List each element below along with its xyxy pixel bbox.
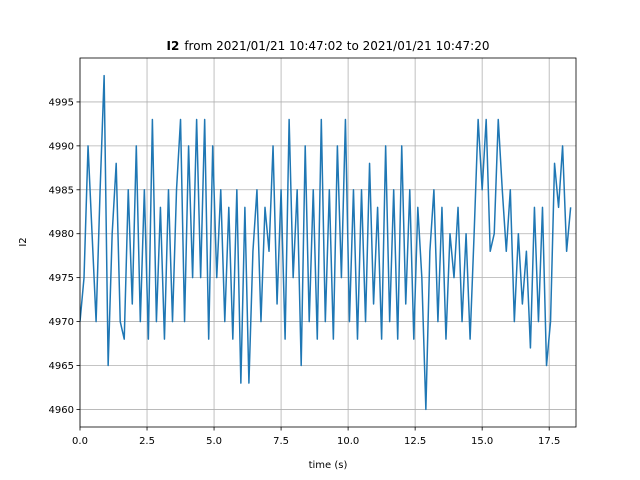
y-tick-label: 4995 [49, 97, 74, 108]
y-tick-label: 4965 [49, 361, 74, 372]
x-tick-label: 7.5 [273, 436, 289, 447]
y-tick-label: 4960 [49, 405, 74, 416]
y-tick-label: 4985 [49, 185, 74, 196]
x-tick-label: 17.5 [538, 436, 560, 447]
title-bold: I2 [167, 39, 180, 53]
y-tick-label: 4990 [49, 141, 74, 152]
x-tick-label: 10.0 [337, 436, 359, 447]
y-axis-label: I2 [18, 237, 29, 246]
x-tick-label: 0.0 [72, 436, 88, 447]
title-text: from 2021/01/21 10:47:02 to 2021/01/21 1… [184, 39, 489, 53]
x-tick-label: 2.5 [139, 436, 155, 447]
y-tick-label: 4970 [49, 317, 74, 328]
plot-frame [79, 57, 577, 428]
y-tick-label: 4975 [49, 273, 74, 284]
y-tick-label: 4980 [49, 229, 74, 240]
x-axis-label: time (s) [309, 460, 348, 471]
chart-title: I2 from 2021/01/21 10:47:02 to 2021/01/21… [167, 39, 490, 53]
x-tick-label: 15.0 [471, 436, 493, 447]
x-tick-label: 12.5 [404, 436, 426, 447]
data-line [80, 74, 572, 411]
x-tick-label: 5.0 [206, 436, 222, 447]
